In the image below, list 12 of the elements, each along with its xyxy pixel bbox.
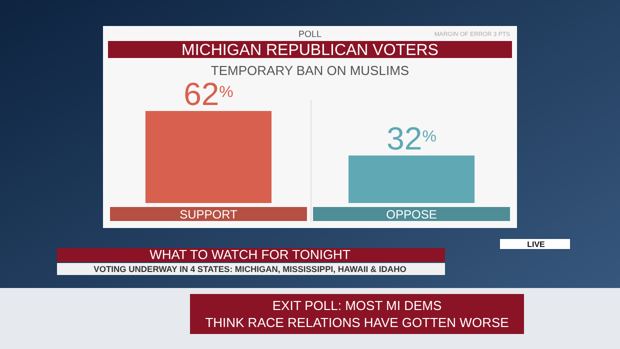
chart-title: MICHIGAN REPUBLICAN VOTERS [182,42,438,59]
data-label: 62$^{%}$ [184,76,234,112]
x-tick-label: SUPPORT [180,208,238,222]
text: LIVE [527,240,546,249]
chart-subtitle: TEMPORARY BAN ON MUSLIMS [210,63,410,78]
text: VOTING UNDERWAY IN 4 STATES: MICHIGAN, MISSISSIPPI, HAWAII & IDAHO [94,264,407,274]
text: THINK RACE RELATIONS HAVE GOTTEN WORSE [205,315,510,330]
text: WHAT TO WATCH FOR TONIGHT [150,247,350,262]
data-label: 32$^{%}$ [386,120,436,157]
text: POLL [298,29,322,39]
text: EXIT POLL: MOST MI DEMS [272,298,442,313]
x-tick-label: OPPOSE [386,208,437,222]
